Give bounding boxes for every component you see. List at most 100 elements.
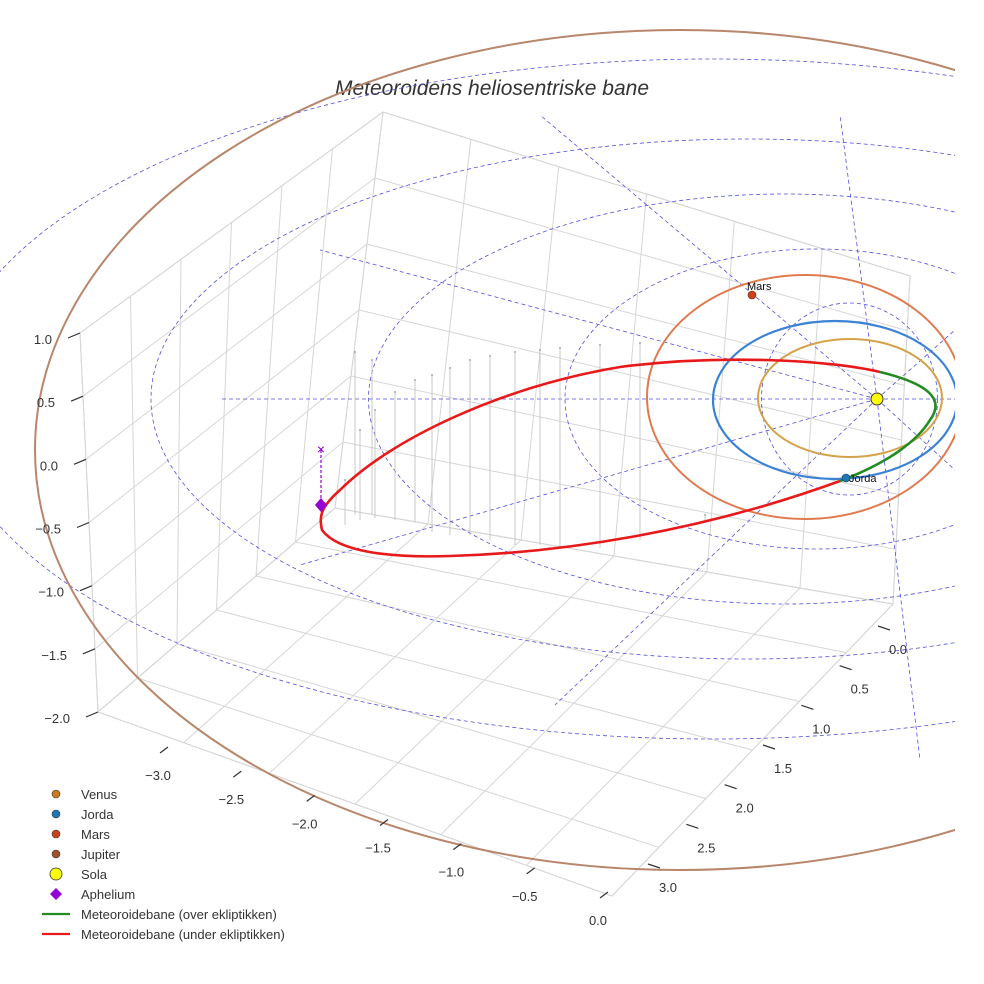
z-gridline xyxy=(94,441,896,650)
x-axis-ticks: −3.0 −2.5 −2.0 −1.5 −1.0 −0.5 0.0 xyxy=(145,746,609,928)
ecliptic-spoke xyxy=(876,329,955,400)
y-gridline xyxy=(255,185,800,702)
aphelium-projection-marker: × xyxy=(317,441,325,457)
y-tick-label: 1.0 xyxy=(812,721,830,736)
x-tick xyxy=(159,746,169,754)
y-axis-ticks: 0.0 0.5 1.0 1.5 2.0 2.5 3.0 xyxy=(647,625,907,895)
z-tick xyxy=(73,458,87,465)
legend-marker xyxy=(49,867,63,881)
legend: Venus Jorda Mars Jupiter Sola Aphelium Meteoro… xyxy=(42,787,285,942)
legend-item: Aphelium xyxy=(50,887,135,902)
x-gridline xyxy=(183,139,472,744)
dropline-cap xyxy=(371,359,373,361)
y-tick-label: 2.5 xyxy=(697,840,715,855)
dropline-cap xyxy=(354,351,356,353)
aphelium-marker xyxy=(315,498,327,512)
ecliptic-ring xyxy=(564,248,955,550)
x-tick xyxy=(232,770,242,778)
dropline-cap xyxy=(539,349,541,351)
grid-lines xyxy=(79,111,911,897)
meteoroid-orbit-above xyxy=(839,370,937,483)
ecliptic-spoke xyxy=(839,114,878,400)
x-tick-label: −1.0 xyxy=(438,865,464,880)
legend-label: Jupiter xyxy=(81,847,121,862)
dropline-cap xyxy=(639,342,641,344)
y-gridline xyxy=(215,222,753,751)
legend-label: Meteoroidebane (under ekliptikken) xyxy=(81,927,285,942)
y-tick xyxy=(724,784,737,790)
z-tick xyxy=(76,521,90,529)
legend-label: Mars xyxy=(81,827,110,842)
earth-annotation: Jorda xyxy=(849,473,877,485)
mars-orbit xyxy=(646,274,955,520)
y-tick xyxy=(647,863,661,869)
ecliptic-spoke xyxy=(554,398,878,706)
earth-marker xyxy=(841,473,851,483)
x-tick xyxy=(306,794,316,802)
y-tick xyxy=(686,823,699,829)
ecliptic-spoke xyxy=(299,398,878,566)
legend-item: Venus xyxy=(51,787,118,802)
x-tick xyxy=(452,843,462,851)
dropline-cap xyxy=(704,514,706,516)
earth-orbit xyxy=(711,319,955,481)
sun-marker xyxy=(870,392,884,406)
z-tick-label: 0.0 xyxy=(40,458,58,473)
z-tick-label: −1.5 xyxy=(41,648,67,663)
z-tick xyxy=(70,395,84,402)
y-tick xyxy=(801,704,814,710)
left-pane xyxy=(79,111,384,714)
legend-item: Sola xyxy=(49,867,108,882)
dropline-cap xyxy=(359,429,361,431)
z-tick-label: 1.0 xyxy=(34,332,52,347)
dropline-cap xyxy=(599,344,601,346)
z-tick xyxy=(82,648,96,655)
legend-label: Aphelium xyxy=(81,887,135,902)
dropline-cap xyxy=(449,367,451,369)
x-tick xyxy=(379,819,389,826)
dropline-cap xyxy=(394,391,396,393)
legend-label: Venus xyxy=(81,787,118,802)
x-tick-label: −3.0 xyxy=(145,768,171,783)
legend-item: Mars xyxy=(51,827,110,842)
z-tick-label: −1.0 xyxy=(38,585,64,600)
z-tick xyxy=(67,332,81,339)
y-tick-label: 0.0 xyxy=(889,642,907,657)
y-gridline xyxy=(130,296,659,848)
y-gridline xyxy=(176,259,706,800)
x-tick-label: −1.5 xyxy=(365,841,391,856)
dropline-cap xyxy=(489,355,491,357)
z-tick xyxy=(79,585,93,592)
legend-item: Meteoroidebane (over ekliptikken) xyxy=(42,907,277,922)
dropline-cap xyxy=(431,374,433,376)
legend-item: Jorda xyxy=(51,807,114,822)
y-tick-label: 1.5 xyxy=(774,761,792,776)
y-tick-label: 3.0 xyxy=(659,880,677,895)
z-tick-label: 0.5 xyxy=(37,395,55,410)
legend-marker xyxy=(51,849,61,859)
legend-item: Meteoroidebane (under ekliptikken) xyxy=(42,927,285,942)
y-tick-label: 0.5 xyxy=(851,682,869,697)
ecliptic-ring xyxy=(150,138,955,660)
ecliptic-spoke xyxy=(539,114,878,400)
y-tick xyxy=(762,744,776,750)
z-gridline xyxy=(79,111,911,334)
x-tick xyxy=(526,867,536,875)
chart-title: Meteoroidens heliosentriske bane xyxy=(335,77,649,100)
venus-orbit xyxy=(757,338,943,458)
dropline-cap xyxy=(469,359,471,361)
legend-label: Meteoroidebane (over ekliptikken) xyxy=(81,907,277,922)
legend-label: Sola xyxy=(81,867,108,882)
z-tick-label: −2.0 xyxy=(44,711,70,726)
dropline-cap xyxy=(414,379,416,381)
mars-annotation: Mars xyxy=(747,281,772,293)
legend-marker xyxy=(51,809,61,819)
y-tick-label: 2.0 xyxy=(736,801,754,816)
z-gridline xyxy=(88,309,902,523)
legend-label: Jorda xyxy=(81,807,114,822)
meteoroid-droplines xyxy=(344,342,706,548)
legend-marker xyxy=(51,789,61,799)
y-tick xyxy=(839,665,852,671)
z-tick-label: −0.5 xyxy=(35,522,61,537)
